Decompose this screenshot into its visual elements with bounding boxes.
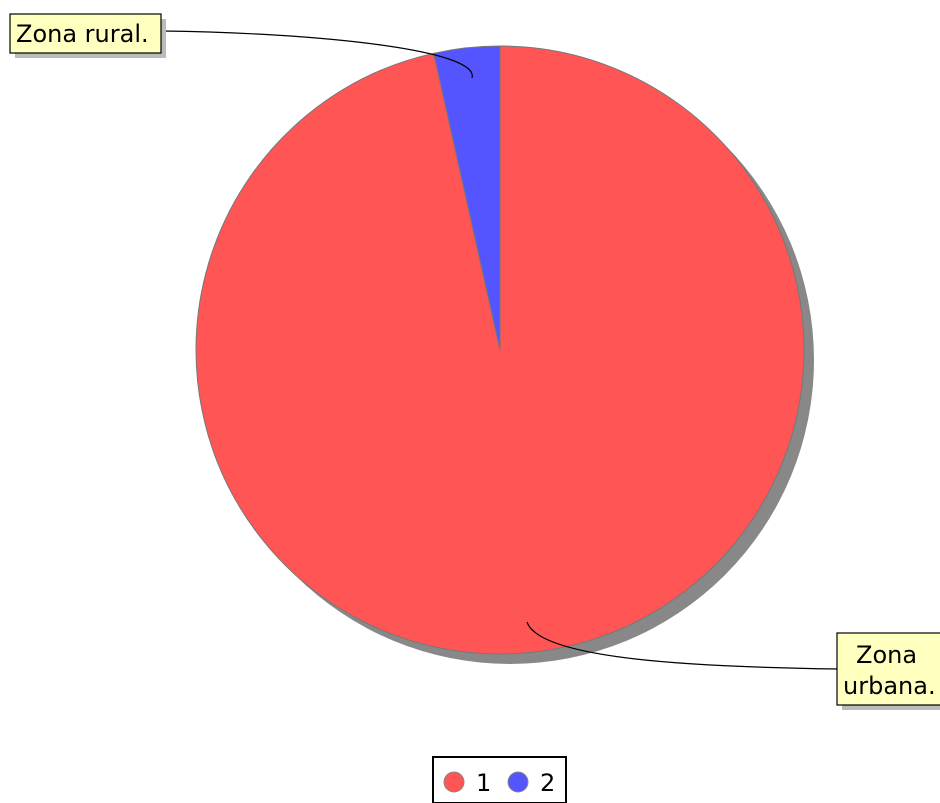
callout-urban-line2: urbana.	[843, 672, 936, 700]
pie-slices	[195, 45, 805, 655]
pie-slice-2	[433, 45, 501, 351]
callout-urban: Zona urbana.	[836, 632, 940, 710]
callout-rural: Zona rural.	[9, 13, 166, 58]
leader-line-urban	[526, 621, 839, 670]
legend-item-1: 1	[443, 769, 491, 797]
callout-urban-line1: Zona	[856, 641, 917, 669]
legend-item-2: 2	[507, 769, 555, 797]
legend-label-1: 1	[476, 769, 491, 797]
leader-line-rural	[161, 30, 473, 79]
callout-rural-label: Zona rural.	[16, 20, 149, 48]
legend-swatch-1	[443, 771, 465, 793]
legend-swatch-2	[507, 771, 529, 793]
legend: 1 2	[432, 756, 567, 803]
legend-label-2: 2	[540, 769, 555, 797]
